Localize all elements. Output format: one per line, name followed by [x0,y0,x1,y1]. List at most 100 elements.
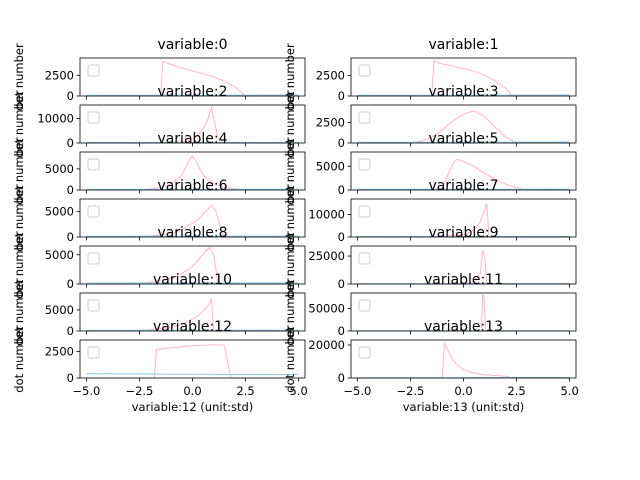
ylabel-11: dot number [283,278,297,346]
ytick-label-12-1: 2500 [45,345,74,359]
series-line-13-0 [357,341,570,379]
legend-box-12 [87,346,100,359]
legend-box-1 [358,64,371,77]
legend-box-2 [87,111,100,124]
legend-box-11 [358,299,371,312]
series-line-3-0 [357,110,570,144]
subplot-7: 0 10000 variable:7 dot number [283,178,577,252]
subplot-title-11: variable:11 [424,272,503,288]
ylabel-10: dot number [12,278,26,346]
ytick-label-8-1: 5000 [45,248,74,262]
legend-box-8 [87,252,100,265]
subplot-title-12: variable:12 [153,319,232,335]
xtick-label-12-4: 5.0 [289,384,307,398]
subplot-title-4: variable:4 [157,131,227,147]
ylabel-5: dot number [283,137,297,205]
legend-box-0 [87,64,100,77]
ytick-label-12-0: 0 [67,371,74,385]
ytick-label-6-1: 5000 [45,205,74,219]
xtick-label-12-1: −2.5 [125,384,153,398]
ylabel-1: dot number [283,43,297,111]
ytick-label-7-0: 0 [338,230,345,244]
subplot-12: 0 2500 −5.0 −2.5 0.0 2.5 5.0 variable:12 dot num… [12,319,308,414]
ytick-label-1-0: 0 [338,89,345,103]
ylabel-0: dot number [12,43,26,111]
legend-box-10 [87,299,100,312]
ylabel-12: dot number [12,325,26,393]
legend-box-13 [358,346,371,359]
subplot-title-3: variable:3 [428,84,498,100]
xtick-label-12-3: 2.5 [236,384,254,398]
subplot-6: 0 5000 variable:6 dot number [12,178,306,252]
xtick-label-13-2: 0.0 [454,384,472,398]
ytick-label-0-1: 2500 [45,68,74,82]
subplot-title-9: variable:9 [428,225,498,241]
subplot-2: 0 10000 variable:2 dot number [12,84,306,158]
ylabel-3: dot number [283,90,297,158]
ytick-label-6-0: 0 [67,230,74,244]
xtick-label-13-3: 2.5 [507,384,525,398]
subplot-title-13: variable:13 [424,319,503,335]
subplot-5: 0 5000 variable:5 dot number [283,131,577,205]
xlabel-12: variable:12 (unit:std) [132,400,254,414]
subplot-1: 0 2500 variable:1 dot number [283,37,577,111]
ylabel-4: dot number [12,137,26,205]
subplot-title-6: variable:6 [157,178,227,194]
subplot-title-5: variable:5 [428,131,498,147]
subplot-title-1: variable:1 [428,37,498,53]
ytick-label-10-0: 0 [67,324,74,338]
axes-frame-13 [350,339,577,379]
subplot-9: 0 25000 variable:9 dot number [283,225,577,299]
ytick-label-11-0: 0 [338,324,345,338]
ytick-label-13-1: 20000 [308,338,345,352]
ytick-label-8-0: 0 [67,277,74,291]
ytick-label-3-1: 2500 [316,115,345,129]
ylabel-6: dot number [12,184,26,252]
series-line-12-0 [86,344,299,379]
ytick-label-11-1: 50000 [308,302,345,316]
subplot-8: 0 5000 variable:8 dot number [12,225,306,299]
xtick-label-12-0: −5.0 [72,384,100,398]
ylabel-9: dot number [283,231,297,299]
subplot-title-0: variable:0 [157,37,227,53]
series-line-2-0 [86,105,299,144]
ytick-label-13-0: 0 [338,371,345,385]
subplot-0: 0 2500 variable:0 dot number [12,37,306,111]
ytick-label-5-1: 5000 [316,159,345,173]
legend-box-6 [87,205,100,218]
xlabel-13: variable:13 (unit:std) [403,400,525,414]
series-line-5-0 [357,158,570,191]
xtick-label-13-1: −2.5 [396,384,424,398]
ytick-label-3-0: 0 [338,136,345,150]
subplot-3: 0 2500 variable:3 dot number [283,84,577,158]
subplot-4: 0 5000 variable:4 dot number [12,131,306,205]
subplot-title-7: variable:7 [428,178,498,194]
ytick-label-9-0: 0 [338,277,345,291]
legend-box-9 [358,252,371,265]
subplot-title-2: variable:2 [157,84,227,100]
subplot-10: 0 5000 variable:10 dot number [12,272,306,346]
subplot-title-8: variable:8 [157,225,227,241]
ytick-label-1-1: 2500 [316,68,345,82]
ytick-label-9-1: 25000 [308,249,345,263]
ylabel-7: dot number [283,184,297,252]
legend-box-7 [358,205,371,218]
series-line-12-1 [86,373,299,376]
legend-box-5 [358,158,371,171]
series-line-0-0 [86,60,299,97]
series-line-8-0 [86,247,299,285]
ytick-label-4-1: 5000 [45,162,74,176]
ylabel-2: dot number [12,90,26,158]
subplot-title-10: variable:10 [153,272,232,288]
xtick-label-13-4: 5.0 [560,384,578,398]
ytick-label-7-1: 10000 [308,208,345,222]
ytick-label-5-0: 0 [338,183,345,197]
legend-box-4 [87,158,100,171]
ytick-label-2-1: 10000 [37,111,74,125]
ytick-label-2-0: 0 [67,136,74,150]
subplot-11: 0 50000 variable:11 dot number [283,272,577,346]
xtick-label-13-0: −5.0 [343,384,371,398]
ylabel-13: dot number [283,325,297,393]
